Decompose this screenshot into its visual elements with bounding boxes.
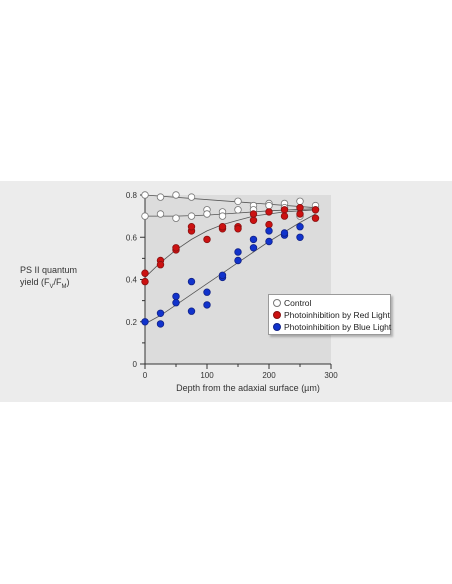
- data-point: [187, 307, 196, 315]
- data-point: [249, 244, 258, 252]
- data-point: [280, 206, 289, 214]
- x-axis-label: Depth from the adaxial surface (µm): [176, 383, 320, 393]
- data-point: [187, 212, 196, 220]
- data-point: [187, 193, 196, 201]
- data-point: [296, 233, 304, 241]
- data-point: [156, 320, 165, 328]
- data-point: [234, 225, 242, 233]
- data-point: [203, 235, 211, 244]
- data-point: [280, 212, 289, 220]
- legend-marker-control: [273, 299, 281, 307]
- data-point: [203, 210, 211, 218]
- data-point: [311, 214, 320, 222]
- data-point: [156, 309, 165, 317]
- series-1: [141, 203, 320, 286]
- data-point: [249, 235, 258, 244]
- data-point: [296, 203, 304, 212]
- x-tick-label: 200: [262, 371, 276, 380]
- data-point: [172, 214, 180, 222]
- data-point: [203, 301, 211, 309]
- data-points: [141, 191, 320, 328]
- data-point: [265, 227, 273, 235]
- data-point: [265, 220, 273, 229]
- data-point: [156, 193, 165, 201]
- y-tick-label: 0.6: [126, 233, 138, 242]
- data-point: [172, 191, 180, 199]
- legend-entry-control: Control: [273, 297, 386, 309]
- y-axis-label-line1: PS II quantum: [20, 265, 78, 275]
- legend-label-red-light: Photoinhibition by Red Light: [284, 310, 390, 320]
- series-2: [141, 222, 304, 328]
- data-point: [156, 261, 165, 269]
- data-point: [234, 256, 242, 265]
- x-tick-label: 0: [143, 371, 148, 380]
- data-point: [249, 216, 258, 224]
- data-point: [234, 206, 242, 214]
- legend: Control Photoinhibition by Red Light Pho…: [268, 294, 391, 335]
- data-point: [187, 277, 196, 286]
- x-tick-label: 100: [200, 371, 214, 380]
- data-point: [141, 191, 149, 199]
- x-tick-label: 300: [324, 371, 338, 380]
- data-point: [141, 269, 149, 277]
- data-point: [234, 197, 242, 205]
- data-point: [203, 288, 211, 296]
- y-axis-label: PS II quantum yield (FV/FM): [20, 264, 120, 293]
- data-point: [172, 244, 180, 252]
- data-point: [141, 318, 149, 326]
- legend-label-control: Control: [284, 298, 312, 308]
- data-point: [296, 197, 304, 205]
- y-tick-label: 0.8: [126, 191, 138, 200]
- data-point: [172, 299, 180, 307]
- data-point: [249, 210, 258, 218]
- legend-entry-blue-light: Photoinhibition by Blue Light: [273, 321, 391, 333]
- data-point: [218, 271, 227, 279]
- y-tick-label: 0.2: [126, 318, 138, 327]
- y-tick-label: 0.4: [126, 276, 138, 285]
- data-point: [141, 277, 149, 286]
- data-point: [296, 210, 304, 218]
- data-point: [265, 208, 273, 216]
- data-point: [187, 222, 196, 231]
- data-point: [234, 248, 242, 256]
- data-point: [296, 222, 304, 231]
- data-point: [265, 201, 273, 210]
- axes: 0 0.2 0.4 0.6 0.8 0 100 200 300: [126, 191, 338, 380]
- legend-marker-blue-light: [273, 323, 281, 331]
- series-0: [141, 191, 320, 222]
- data-point: [265, 237, 273, 246]
- data-point: [141, 212, 149, 220]
- data-point: [218, 212, 227, 220]
- data-point: [156, 210, 165, 218]
- data-point: [280, 229, 289, 237]
- legend-marker-red-light: [273, 311, 281, 319]
- y-tick-label: 0: [133, 360, 138, 369]
- y-axis-label-line2: yield (FV/FM): [20, 277, 70, 290]
- legend-label-blue-light: Photoinhibition by Blue Light: [284, 322, 392, 332]
- data-point: [172, 292, 180, 301]
- legend-entry-red-light: Photoinhibition by Red Light: [273, 309, 390, 321]
- data-point: [311, 206, 320, 214]
- data-point: [218, 222, 227, 231]
